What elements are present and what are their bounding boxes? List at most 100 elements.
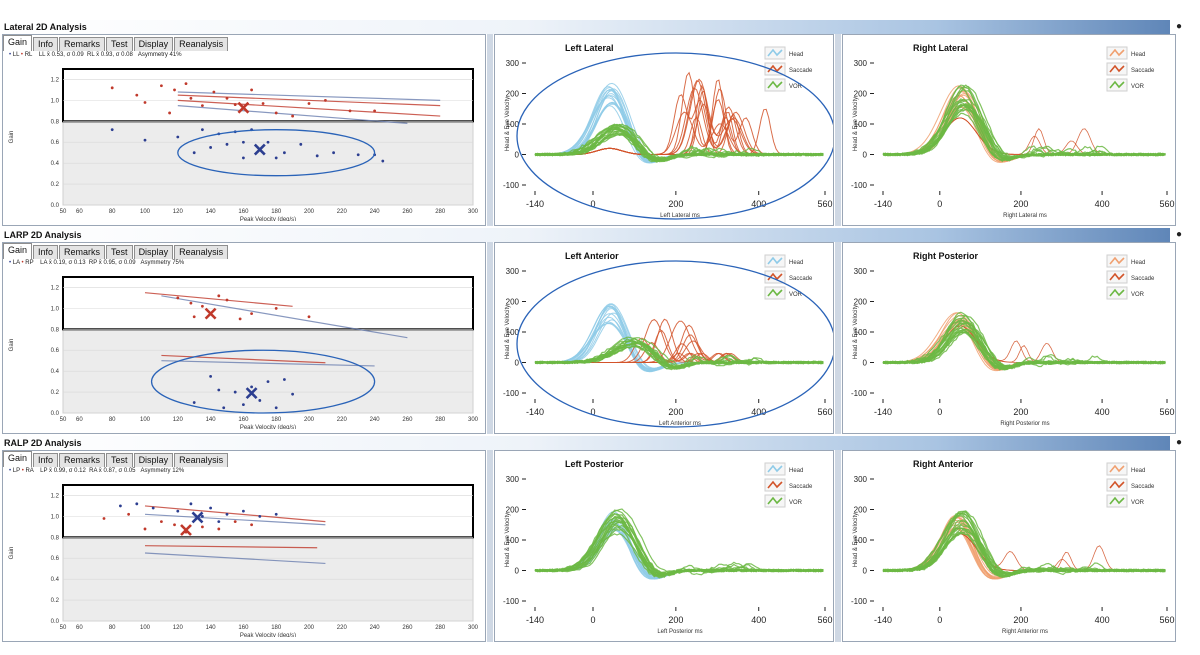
legend-label: Saccade [789,276,813,282]
data-point [201,104,204,108]
legend-line [767,48,783,57]
x-tick-label: 200 [304,209,315,215]
series-line [882,515,1166,577]
tab-info[interactable]: Info [33,37,59,51]
legend-label: Head [1131,468,1145,474]
x-tick-label: 300 [468,625,479,631]
tab-reanalysis[interactable]: Reanalysis [174,37,229,51]
mean-marker [245,387,258,400]
tab-test[interactable]: Test [106,245,133,259]
panel-divider [835,242,841,434]
data-point [217,520,221,524]
y-tick-label: 200 [854,506,868,515]
x-tick-label: 100 [140,209,151,215]
x-tick-label: 140 [206,417,217,423]
legend-line [767,496,783,505]
data-point [143,101,147,104]
legend-label: Saccade [1131,68,1155,74]
legend-line [1109,272,1125,281]
tab-bar: Gain Info Remarks Test Display Reanalysi… [3,451,229,467]
y-tick-label: -100 [503,181,520,190]
x-tick-label: 50 [60,417,67,423]
mean-marker [180,524,192,536]
data-point [127,512,130,516]
data-point [250,88,254,92]
y-tick-label: 1.0 [51,306,60,312]
y-tick-label: 300 [506,267,520,276]
tab-remarks[interactable]: Remarks [59,37,106,51]
tab-info[interactable]: Info [33,453,59,467]
tab-reanalysis[interactable]: Reanalysis [174,245,229,259]
x-tick-label: -140 [526,407,544,417]
data-point [307,315,311,319]
chart-title: Right Anterior [913,459,974,469]
y-tick-label: 0 [515,567,520,576]
trend-line [161,295,408,339]
stats-right: RA x̄ 0.87, σ 0.05 [89,468,136,474]
x-tick-label: 400 [751,199,766,209]
left-velocity-chart: Left Anterior -100 0 100 200 300 -140 0 200 400 56… [503,251,833,428]
data-point [356,153,360,157]
tab-display[interactable]: Display [133,245,174,259]
data-point [143,527,147,531]
highlight-ellipse [516,260,833,428]
x-tick-label: 200 [1013,615,1028,625]
section-larp: LARP 2D Analysis ● Gain Info Remarks Tes… [0,228,1200,434]
tab-display[interactable]: Display [133,37,174,51]
tab-test[interactable]: Test [106,453,133,467]
x-tick-label: 140 [206,209,217,215]
collapse-icon[interactable]: ● [1176,437,1183,448]
data-point [348,109,352,113]
x-tick-label: 200 [668,407,683,417]
series-line [534,123,824,161]
section-header: RALP 2D Analysis [0,436,1170,450]
x-tick-label: 260 [402,417,413,423]
tab-bar: Gain Info Remarks Test Display Reanalysi… [3,243,229,259]
tab-info[interactable]: Info [33,245,59,259]
data-point [217,294,221,298]
x-axis-label: Peak Velocity (deg/s) [240,217,296,221]
data-point [151,506,155,510]
x-tick-label: 160 [238,209,249,215]
y-tick-label: 1.2 [51,285,60,291]
trend-line [161,360,375,367]
y-tick-label: 100 [506,120,520,129]
gain-scatter-chart: 0.0 0.2 0.4 0.6 0.8 1.0 1.2 50 60 80 100 120 140 160 1… [9,68,479,221]
tab-remarks[interactable]: Remarks [59,453,106,467]
tab-gain[interactable]: Gain [3,451,33,467]
legend-left: LP [12,468,21,474]
data-point [184,82,188,86]
trend-line [177,94,441,107]
tab-gain[interactable]: Gain [3,35,33,51]
legend-left: LA [12,260,20,266]
data-point [201,128,204,132]
section-title: RALP 2D Analysis [4,438,82,448]
panel-divider [835,34,841,226]
data-point [332,151,335,155]
x-tick-label: 200 [1013,407,1028,417]
tab-test[interactable]: Test [106,37,133,51]
legend-label: VOR [789,292,803,298]
panel-divider [487,242,493,434]
x-tick-label: 280 [435,625,446,631]
tab-display[interactable]: Display [133,453,174,467]
data-point [189,96,193,100]
gain-panel: Gain Info Remarks Test Display Reanalysi… [2,450,486,642]
legend-line [767,480,783,489]
data-point [266,140,270,144]
tab-reanalysis[interactable]: Reanalysis [174,453,229,467]
data-point [160,520,163,524]
collapse-icon[interactable]: ● [1176,229,1183,240]
mean-marker [237,101,250,114]
tab-gain[interactable]: Gain [3,243,33,259]
collapse-icon[interactable]: ● [1176,21,1183,32]
x-tick-label: -140 [874,615,892,625]
series-line [882,98,1166,160]
y-tick-label: 0.2 [51,390,60,396]
gain-scatter-chart: 0.0 0.2 0.4 0.6 0.8 1.0 1.2 50 60 80 100 120 140 160 1… [9,276,479,429]
data-point [222,406,226,410]
trend-line [144,545,318,549]
tab-remarks[interactable]: Remarks [59,245,106,259]
y-axis-label: Gain [9,131,15,144]
data-point [381,159,385,163]
